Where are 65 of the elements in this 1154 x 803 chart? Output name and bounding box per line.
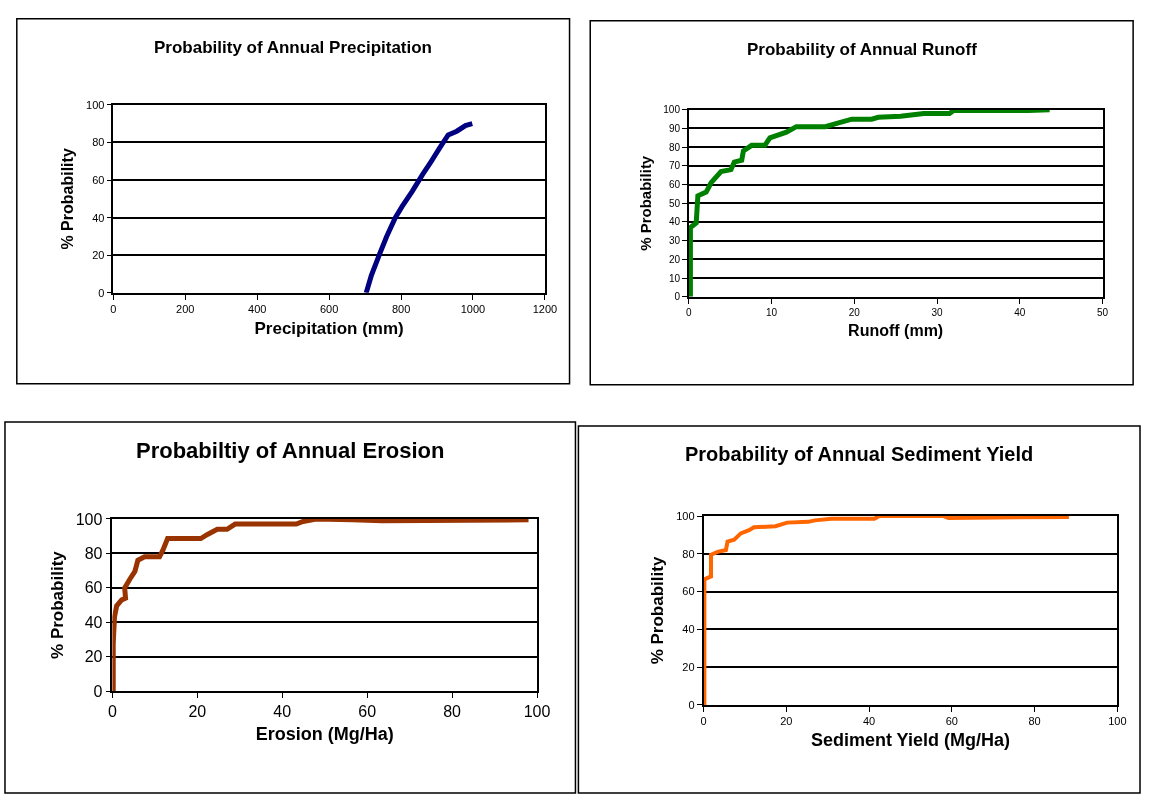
y-tick-label: 60 (668, 179, 681, 191)
chart-title: Probability of Annual Precipitation (154, 38, 433, 57)
y-tick-label: 80 (682, 547, 695, 560)
y-axis-title: % Probability (637, 155, 655, 251)
y-tick-label: 20 (668, 253, 681, 265)
x-tick-label: 10 (765, 306, 778, 318)
x-tick-label: 1000 (460, 302, 486, 315)
x-tick-label: 200 (176, 302, 195, 315)
y-tick-label: 40 (668, 216, 681, 228)
y-tick-label: 10 (668, 272, 681, 284)
x-tick-label: 0 (700, 714, 707, 727)
y-tick-label: 80 (84, 545, 103, 562)
y-tick-label: 90 (668, 123, 681, 134)
x-axis-title: Precipitation (mm) (254, 318, 404, 338)
x-tick-label: 80 (443, 703, 462, 721)
y-tick-label: 20 (682, 660, 695, 673)
x-tick-label: 1200 (532, 302, 558, 315)
chart-title: Probability of Annual Sediment Yield (685, 443, 1034, 465)
y-axis-title: % Probability (648, 556, 668, 665)
chart-title: Probabiltiy of Annual Erosion (136, 438, 445, 463)
x-tick-label: 20 (848, 306, 861, 318)
y-tick-label: 80 (668, 141, 681, 153)
x-axis-title: Sediment Yield (Mg/Ha) (810, 730, 1010, 751)
x-tick-label: 20 (188, 703, 207, 721)
y-axis-title: % Probability (47, 550, 67, 659)
y-tick-label: 40 (682, 623, 695, 636)
x-tick-label: 60 (945, 714, 958, 727)
x-tick-label: 40 (273, 703, 292, 721)
y-axis-title: % Probability (59, 148, 77, 250)
y-tick-label: 0 (93, 682, 103, 700)
x-tick-label: 400 (248, 302, 267, 315)
y-tick-label: 60 (84, 579, 103, 597)
y-tick-label: 40 (92, 211, 105, 224)
y-tick-label: 20 (84, 648, 103, 666)
y-tick-label: 70 (668, 160, 681, 172)
x-tick-label: 0 (110, 302, 117, 315)
x-tick-label: 600 (319, 302, 339, 315)
y-tick-label: 60 (682, 585, 695, 598)
x-tick-label: 50 (1097, 306, 1109, 318)
x-axis-title: Erosion (Mg/Ha) (255, 723, 394, 744)
y-tick-label: 100 (663, 104, 681, 116)
x-tick-label: 800 (391, 302, 411, 315)
x-tick-label: 80 (1028, 714, 1041, 727)
y-tick-label: 0 (674, 291, 681, 303)
y-tick-label: 100 (86, 98, 105, 111)
x-tick-label: 60 (358, 703, 377, 721)
y-tick-label: 20 (92, 249, 105, 262)
x-tick-label: 30 (931, 306, 944, 318)
x-tick-label: 100 (523, 703, 551, 721)
y-tick-label: 50 (668, 197, 681, 209)
chart-title: Probability of Annual Runoff (747, 40, 978, 59)
x-tick-label: 40 (1014, 306, 1026, 318)
y-tick-label: 30 (668, 235, 681, 247)
y-tick-label: 100 (75, 510, 103, 528)
line-series (703, 516, 1071, 705)
x-tick-label: 100 (1108, 714, 1127, 727)
x-tick-label: 0 (107, 703, 117, 721)
y-tick-label: 60 (92, 173, 105, 186)
x-tick-label: 20 (780, 714, 793, 727)
y-tick-label: 100 (676, 509, 695, 522)
y-tick-label: 80 (92, 136, 105, 149)
x-axis-title: Runoff (mm) (848, 321, 944, 339)
y-tick-label: 40 (84, 613, 103, 631)
x-tick-label: 40 (862, 714, 876, 727)
y-tick-label: 0 (98, 286, 105, 299)
